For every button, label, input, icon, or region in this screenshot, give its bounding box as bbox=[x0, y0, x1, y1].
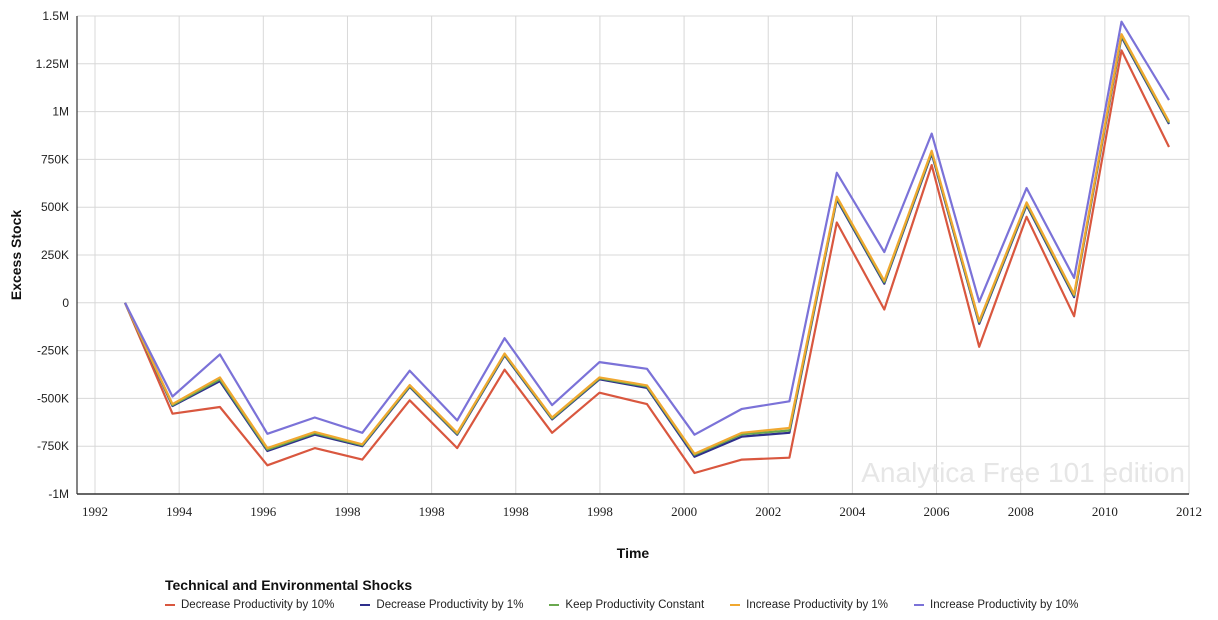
legend-swatch bbox=[360, 604, 371, 606]
legend-label: Decrease Productivity by 1% bbox=[376, 599, 524, 611]
y-tick-label: -500K bbox=[37, 391, 69, 405]
x-tick-label: 2002 bbox=[755, 504, 781, 519]
legend-item: Increase Productivity by 1% bbox=[730, 599, 888, 611]
y-axis-ticks: 1.5M 1.25M 1M 750K 500K 250K 0 -250K -500K -750K -… bbox=[36, 9, 70, 501]
y-tick-label: 500K bbox=[41, 200, 69, 214]
series-line bbox=[124, 20, 1170, 436]
x-tick-label: 1994 bbox=[166, 504, 193, 519]
y-tick-label: 0 bbox=[62, 296, 69, 310]
x-tick-label: 2008 bbox=[1008, 504, 1034, 519]
series-line bbox=[123, 49, 1170, 475]
chart-grid bbox=[77, 15, 1190, 495]
x-tick-label: 1998 bbox=[334, 504, 360, 519]
y-tick-label: 750K bbox=[41, 152, 69, 166]
legend-item: Decrease Productivity by 10% bbox=[165, 599, 334, 611]
y-tick-label: 1.25M bbox=[36, 57, 69, 71]
legend-items: Decrease Productivity by 10% Decrease Pro… bbox=[165, 599, 1205, 611]
y-tick-label: -250K bbox=[37, 344, 69, 358]
legend-title: Technical and Environmental Shocks bbox=[165, 577, 413, 593]
x-tick-label: 1998 bbox=[587, 504, 613, 519]
y-tick-label: 1M bbox=[52, 105, 69, 119]
chart-axes bbox=[76, 16, 1189, 495]
legend-item: Keep Productivity Constant bbox=[549, 599, 704, 611]
legend-label: Increase Productivity by 1% bbox=[746, 599, 889, 611]
legend-label: Increase Productivity by 10% bbox=[930, 599, 1079, 611]
line-chart: 1.5M 1.25M 1M 750K 500K 250K 0 -250K -500K -750K -… bbox=[8, 9, 1202, 561]
x-tick-label: 2000 bbox=[671, 504, 697, 519]
x-tick-label: 1992 bbox=[82, 504, 108, 519]
series-line bbox=[124, 34, 1170, 456]
y-tick-label: 250K bbox=[41, 248, 69, 262]
legend-label: Keep Productivity Constant bbox=[565, 599, 705, 611]
x-tick-label: 1996 bbox=[250, 504, 277, 519]
y-axis-title: Excess Stock bbox=[8, 210, 24, 300]
series-lines bbox=[123, 20, 1170, 475]
legend-swatch bbox=[914, 604, 925, 606]
x-axis-title: Time bbox=[617, 545, 650, 561]
legend-item: Decrease Productivity by 1% bbox=[360, 599, 523, 611]
legend-label: Decrease Productivity by 10% bbox=[181, 599, 335, 611]
series-line bbox=[124, 33, 1170, 455]
legend-swatch bbox=[730, 604, 741, 606]
x-tick-label: 2004 bbox=[839, 504, 866, 519]
y-tick-label: -750K bbox=[37, 439, 69, 453]
x-tick-label: 1998 bbox=[419, 504, 445, 519]
watermark-text: Analytica Free 101 edition bbox=[861, 457, 1185, 488]
legend-swatch bbox=[165, 604, 175, 606]
x-tick-label: 2010 bbox=[1092, 504, 1118, 519]
x-axis-ticks: 1992 1994 1996 1998 1998 1998 1998 2000 2002 2004… bbox=[82, 504, 1202, 519]
legend-item: Increase Productivity by 10% bbox=[914, 599, 1078, 611]
x-tick-label: 2012 bbox=[1176, 504, 1202, 519]
x-tick-label: 2006 bbox=[924, 504, 951, 519]
x-tick-label: 1998 bbox=[503, 504, 529, 519]
legend: Technical and Environmental Shocks Decre… bbox=[165, 577, 1205, 611]
y-tick-label: 1.5M bbox=[42, 9, 69, 23]
legend-swatch bbox=[549, 604, 560, 606]
y-tick-label: -1M bbox=[48, 487, 69, 501]
series-line bbox=[124, 35, 1170, 458]
